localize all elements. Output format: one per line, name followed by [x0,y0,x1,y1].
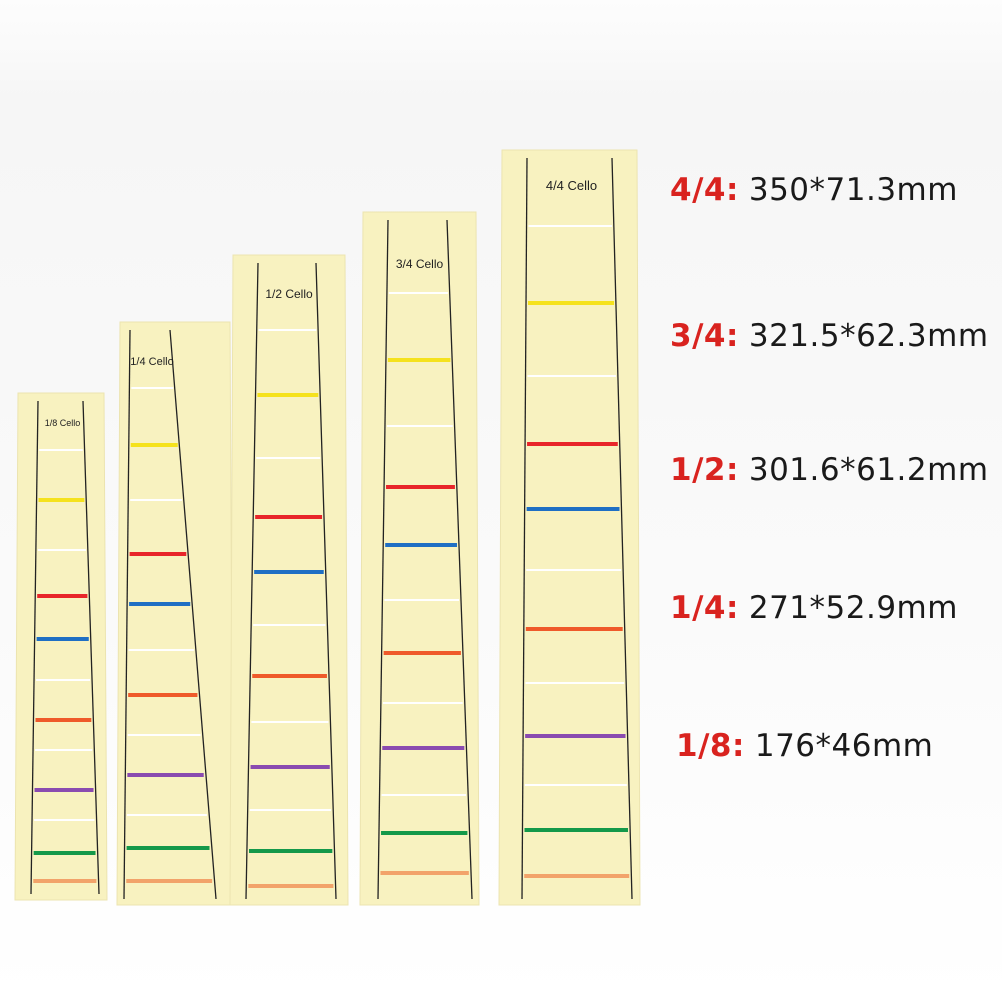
string-line [315,262,337,900]
sticker-4: 3/4 Cello [359,211,480,906]
sticker-background [116,321,234,906]
spec-dims: 301.6*61.2mm [748,452,989,488]
spec-dims: 321.5*62.3mm [748,318,989,354]
spec-size: 1/8: [676,728,745,764]
string-line [611,157,633,900]
string-line [446,219,473,900]
spec-1-4: 1/4: 271*52.9mm [670,590,958,626]
spec-dims: 176*46mm [754,728,934,764]
spec-size: 1/4: [670,590,739,626]
sticker-label: 1/4 Cello [130,356,173,368]
spec-size: 3/4: [670,318,739,354]
string-line [82,400,100,895]
string-line [169,329,217,900]
spec-size: 1/2: [670,452,739,488]
spec-dims: 350*71.3mm [748,172,958,208]
sticker-background [229,254,349,906]
string-line [377,219,389,900]
sticker-label: 1/2 Cello [265,287,313,301]
sticker-label: 3/4 Cello [396,257,444,271]
sticker-5: 4/4 Cello [498,149,641,906]
sticker-1: 1/8 Cello [14,392,108,901]
sticker-3: 1/2 Cello [229,254,349,906]
string-line [521,157,528,900]
string-line [245,262,259,900]
sticker-background [359,211,480,906]
string-line [123,329,131,900]
sticker-background [14,392,108,901]
spec-3-4: 3/4: 321.5*62.3mm [670,318,989,354]
spec-1-8: 1/8: 176*46mm [676,728,933,764]
sticker-2: 1/4 Cello [116,321,234,906]
spec-dims: 271*52.9mm [748,590,958,626]
spec-1-2: 1/2: 301.6*61.2mm [670,452,989,488]
sticker-label: 4/4 Cello [546,178,597,193]
sticker-background [498,149,641,906]
spec-size: 4/4: [670,172,739,208]
spec-4-4: 4/4: 350*71.3mm [670,172,958,208]
string-line [30,400,39,895]
sticker-label: 1/8 Cello [45,418,81,428]
